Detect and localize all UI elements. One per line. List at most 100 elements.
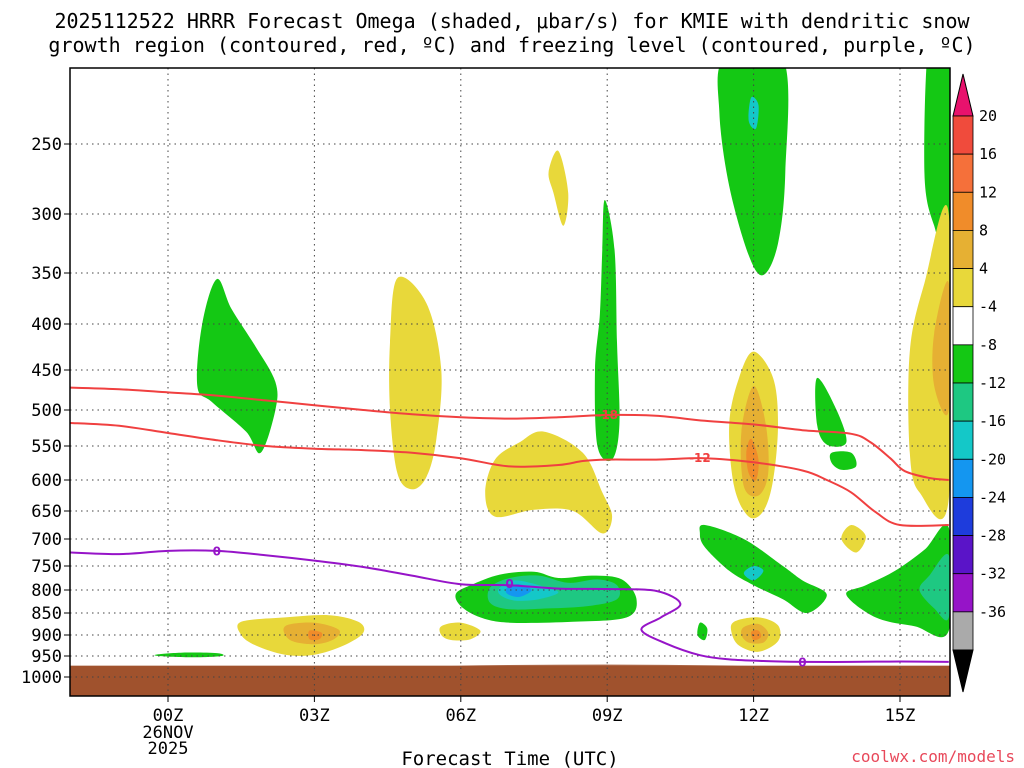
x-tick-label-09Z: 09Z [592, 706, 623, 726]
colorbar-bin-14 [952, 611, 974, 651]
colorbar-label-8: -16 [979, 412, 1006, 430]
y-tick-label-700: 700 [31, 530, 62, 550]
colorbar-bin-11 [952, 497, 974, 536]
y-tick-label-350: 350 [31, 264, 62, 284]
omega-region-14 [815, 377, 847, 447]
contour-label-freezing-level-1: 0 [505, 577, 513, 591]
omega-region-29 [697, 622, 708, 641]
omega-region-12 [908, 205, 950, 520]
colorbar-bin-1 [952, 115, 974, 155]
y-tick-label-900: 900 [31, 626, 62, 646]
omega-region-18 [743, 565, 764, 581]
colorbar-label-9: -20 [979, 450, 1006, 468]
omega-region-24 [505, 584, 532, 597]
colorbar-bin-3 [952, 191, 974, 231]
omega-region-10 [485, 431, 613, 534]
colorbar: 20 16 12 8 4 -4 -8 -12 -16 -20 -24 -28 -32 -36 [952, 73, 1006, 693]
omega-shading [154, 68, 950, 658]
colorbar-bin-6 [952, 306, 974, 346]
omega-region-16 [841, 524, 866, 553]
colorbar-bin-8 [952, 382, 974, 422]
x-tick-label-15Z: 15Z [885, 706, 916, 726]
colorbar-label-1: 16 [979, 145, 997, 163]
colorbar-label-11: -28 [979, 527, 1006, 545]
colorbar-bin-5 [952, 268, 974, 308]
contour-freezing-level [70, 549, 949, 663]
omega-region-9 [746, 438, 759, 481]
colorbar-label-10: -24 [979, 488, 1006, 506]
y-tick-label-250: 250 [31, 135, 62, 155]
contour-dgz-minus-18 [70, 386, 949, 481]
watermark: coolwx.com/models [851, 747, 1015, 766]
colorbar-label-4: 4 [979, 260, 988, 278]
colorbar-bin-7 [952, 344, 974, 384]
x-tick-label-00Z: 00Z [153, 706, 184, 726]
x-tick-year: 2025 [148, 739, 189, 759]
y-tick-label-750: 750 [31, 557, 62, 577]
y-tick-label-550: 550 [31, 437, 62, 457]
ground-layer [70, 664, 950, 696]
x-tick-label-12Z: 12Z [738, 706, 769, 726]
colorbar-label-7: -12 [979, 374, 1006, 392]
contour-label-freezing-level-2: 0 [798, 656, 806, 670]
colorbar-bin-9 [952, 420, 974, 460]
colorbar-label-3: 8 [979, 221, 988, 239]
omega-region-20 [919, 553, 950, 621]
plot-area: -18 -12 0 0 0 [69, 67, 951, 697]
colorbar-arrow-top [952, 73, 974, 117]
colorbar-label-12: -32 [979, 565, 1006, 583]
colorbar-bin-2 [952, 153, 974, 193]
y-tick-label-600: 600 [31, 471, 62, 491]
omega-region-19 [846, 524, 950, 638]
contour-lines: -18 -12 0 0 0 [70, 386, 949, 670]
omega-region-4 [594, 200, 620, 462]
ground-bump [451, 664, 754, 666]
omega-region-5 [717, 68, 789, 276]
y-axis-ticks: 2503003504004505005506006507007508008509… [21, 135, 70, 688]
y-tick-label-500: 500 [31, 401, 62, 421]
colorbar-label-13: -36 [979, 603, 1006, 621]
chart-title-line-1: 2025112522 HRRR Forecast Omega (shaded, … [54, 9, 970, 33]
y-tick-label-800: 800 [31, 581, 62, 601]
colorbar-label-6: -8 [979, 336, 997, 354]
y-tick-label-300: 300 [31, 205, 62, 225]
omega-region-1 [196, 278, 278, 454]
colorbar-bin-12 [952, 535, 974, 575]
y-tick-label-1000: 1000 [21, 668, 62, 688]
y-tick-label-400: 400 [31, 315, 62, 335]
colorbar-arrow-bottom [952, 649, 974, 693]
omega-region-27 [308, 630, 323, 641]
contour-label-dgz-minus-12-0: -12 [689, 451, 711, 465]
omega-region-17 [699, 524, 827, 614]
colorbar-label-5: -4 [979, 298, 997, 316]
grid-lines [70, 68, 950, 696]
colorbar-label-0: 20 [979, 107, 997, 125]
y-tick-label-850: 850 [31, 604, 62, 624]
chart-title-line-2: growth region (contoured, red, ºC) and f… [48, 33, 975, 57]
omega-region-2 [389, 276, 442, 490]
contour-label-freezing-level-0: 0 [213, 544, 221, 558]
y-tick-label-650: 650 [31, 502, 62, 522]
ground-surface [70, 665, 950, 696]
colorbar-label-2: 12 [979, 183, 997, 201]
x-axis-label: Forecast Time (UTC) [401, 748, 618, 768]
colorbar-bin-4 [952, 230, 974, 269]
x-tick-date: 26NOV [142, 723, 193, 743]
x-tick-label-03Z: 03Z [299, 706, 330, 726]
plot-frame [69, 67, 951, 697]
contour-dgz-minus-12 [70, 422, 949, 527]
omega-region-28 [439, 622, 481, 641]
omega-region-0 [154, 652, 224, 658]
contour-label-dgz-minus-18-0: -18 [596, 408, 618, 422]
omega-region-32 [750, 630, 762, 641]
colorbar-bin-13 [952, 573, 974, 613]
omega-region-15 [829, 451, 857, 470]
x-tick-label-06Z: 06Z [445, 706, 476, 726]
omega-region-3 [548, 150, 569, 226]
y-tick-label-950: 950 [31, 647, 62, 667]
colorbar-bin-10 [952, 458, 974, 498]
y-tick-label-450: 450 [31, 361, 62, 381]
omega-region-13 [932, 280, 950, 416]
